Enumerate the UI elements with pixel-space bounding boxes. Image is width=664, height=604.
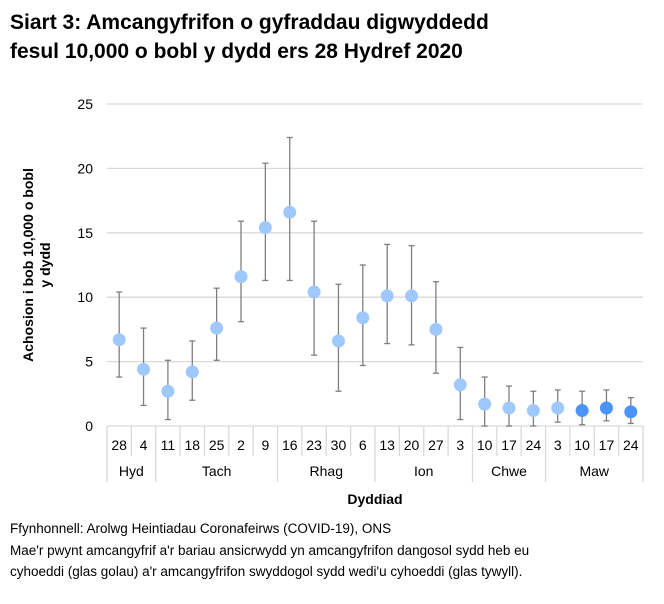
x-tick-label: 17 xyxy=(599,437,615,453)
x-tick-label: 27 xyxy=(428,437,444,453)
official-estimate-point xyxy=(575,404,589,418)
x-tick-label: 17 xyxy=(501,437,517,453)
unofficial-estimate-point xyxy=(161,384,175,398)
x-group-label: Chwe xyxy=(491,463,527,479)
chart-svg: Achosion i bob 10,000 o bobl y dydd Dydd… xyxy=(20,96,644,507)
unofficial-estimate-point xyxy=(185,365,199,379)
unofficial-estimate-point xyxy=(502,401,516,415)
unofficial-estimate-point xyxy=(453,378,467,392)
unofficial-estimate-point xyxy=(234,270,248,284)
unofficial-estimate-point xyxy=(283,205,297,219)
unofficial-estimate-point xyxy=(405,289,419,303)
x-tick-label: 3 xyxy=(456,437,464,453)
unofficial-estimate-point xyxy=(137,362,151,376)
y-tick-label: 15 xyxy=(77,225,93,241)
x-group-label: Maw xyxy=(579,463,609,479)
y-tick-label: 25 xyxy=(77,96,93,112)
x-tick-label: 10 xyxy=(574,437,590,453)
note-line-1: Mae'r pwynt amcangyfrif a'r bariau ansic… xyxy=(10,543,530,558)
unofficial-estimate-point xyxy=(258,221,272,235)
note-line-2: cyhoeddi (glas golau) a'r amcangyfrifon … xyxy=(10,564,523,579)
unofficial-estimate-point xyxy=(551,401,565,415)
title-line-1: Siart 3: Amcangyfrifon o gyfraddau digwy… xyxy=(10,11,489,34)
unofficial-estimate-point xyxy=(356,311,370,325)
x-tick-label: 16 xyxy=(282,437,298,453)
y-axis-label-line-1: Achosion i bob 10,000 o bobl xyxy=(20,168,36,362)
x-tick-label: 23 xyxy=(306,437,322,453)
unofficial-estimate-point xyxy=(210,321,224,335)
official-estimate-point xyxy=(599,401,613,415)
chart-title: Siart 3: Amcangyfrifon o gyfraddau digwy… xyxy=(10,8,660,66)
x-tick-label: 11 xyxy=(161,437,176,453)
x-tick-label: 9 xyxy=(261,437,269,453)
x-tick-label: 30 xyxy=(331,437,347,453)
unofficial-estimate-point xyxy=(478,397,492,411)
x-tick-label: 28 xyxy=(111,437,127,453)
unofficial-estimate-point xyxy=(331,334,345,348)
y-axis-label-line-2: y dydd xyxy=(37,242,53,287)
x-tick-label: 3 xyxy=(554,437,562,453)
x-axis-label: Dyddiad xyxy=(347,491,402,507)
y-tick-label: 0 xyxy=(85,418,93,434)
x-tick-label: 6 xyxy=(359,437,367,453)
unofficial-estimate-point xyxy=(429,322,443,336)
x-group-label: Hyd xyxy=(119,463,144,479)
unofficial-estimate-point xyxy=(380,289,394,303)
x-tick-label: 24 xyxy=(526,437,542,453)
source-note: Ffynhonnell: Arolwg Heintiadau Coronafei… xyxy=(10,521,392,536)
y-tick-label: 10 xyxy=(77,289,93,305)
unofficial-estimate-point xyxy=(526,404,540,418)
x-tick-label: 2 xyxy=(237,437,245,453)
y-tick-label: 5 xyxy=(85,354,93,370)
y-tick-label: 20 xyxy=(77,160,93,176)
unofficial-estimate-point xyxy=(307,285,321,299)
x-tick-label: 24 xyxy=(623,437,639,453)
x-group-label: Rhag xyxy=(310,463,343,479)
x-group-label: Tach xyxy=(202,463,232,479)
x-tick-label: 20 xyxy=(404,437,420,453)
official-estimate-point xyxy=(624,405,638,419)
x-tick-label: 25 xyxy=(209,437,225,453)
x-tick-label: 10 xyxy=(477,437,493,453)
x-tick-label: 18 xyxy=(184,437,200,453)
x-tick-label: 4 xyxy=(140,437,148,453)
x-tick-label: 13 xyxy=(379,437,395,453)
unofficial-estimate-point xyxy=(112,333,126,347)
title-line-2: fesul 10,000 o bobl y dydd ers 28 Hydref… xyxy=(10,40,463,63)
x-group-label: Ion xyxy=(414,463,433,479)
